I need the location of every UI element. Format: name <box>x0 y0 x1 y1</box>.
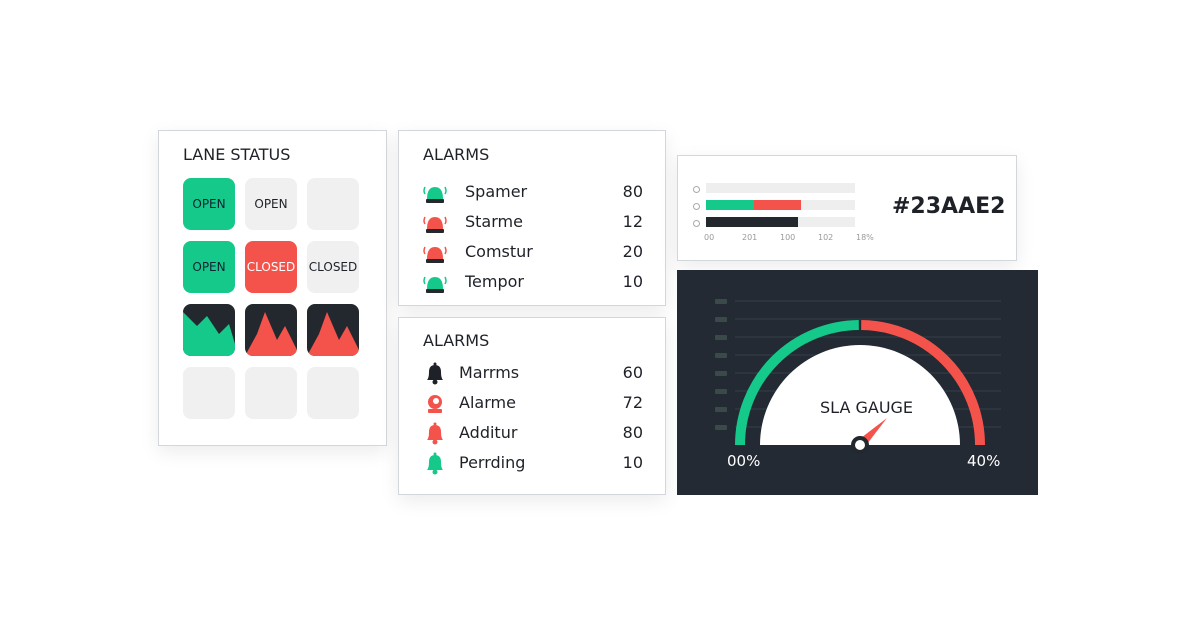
lane-cell-open[interactable]: OPEN <box>183 178 235 230</box>
lane-cell-label: OPEN <box>254 197 288 211</box>
bar-segment <box>706 217 799 227</box>
lane-status-panel: LANE STATUS OPEN OPEN OPEN CLOSED CLOSED <box>158 130 387 446</box>
bell-icon <box>423 420 447 446</box>
mini-area-chart <box>307 312 359 356</box>
bar-radio[interactable] <box>693 203 700 210</box>
siren-icon <box>423 179 447 205</box>
siren-icon <box>423 269 447 295</box>
lane-cell-empty[interactable] <box>183 367 235 419</box>
alarm-row[interactable]: Spamer 80 <box>423 179 643 205</box>
lane-cell-open[interactable]: OPEN <box>183 241 235 293</box>
bar-radio[interactable] <box>693 220 700 227</box>
grid-tick <box>715 335 727 340</box>
gauge-title: SLA GAUGE <box>820 398 914 417</box>
lane-cell-chart-red[interactable] <box>307 304 359 356</box>
lane-cell-neutral[interactable]: CLOSED <box>307 241 359 293</box>
lane-cell-chart-green[interactable] <box>183 304 235 356</box>
alarm-row[interactable]: Perrding 10 <box>423 450 643 476</box>
alarm-value: 10 <box>622 272 643 291</box>
alarm-row[interactable]: Comstur 20 <box>423 239 643 265</box>
alarm-label: Tempor <box>465 272 525 291</box>
lane-cell-neutral[interactable]: OPEN <box>245 178 297 230</box>
alarm-label: Spamer <box>465 182 528 201</box>
alarms-panel-1: ALARMS Spamer 80 Starme 12 Comstur 20 Tempor 10 <box>398 130 666 306</box>
alarm-label: Additur <box>459 423 518 442</box>
alarm-label: Marrms <box>459 363 520 382</box>
alarm-row[interactable]: Starme 12 <box>423 209 643 235</box>
alarm-value: 72 <box>622 393 643 412</box>
lane-cell-empty[interactable] <box>307 178 359 230</box>
lane-cell-label: OPEN <box>192 197 226 211</box>
mini-area-chart <box>183 312 235 356</box>
bar-panel: 00 201 100 102 18% #23AAE2 <box>677 155 1017 261</box>
bar-track <box>706 183 855 193</box>
grid-tick <box>715 299 727 304</box>
gauge-face <box>760 345 960 445</box>
grid-tick <box>715 389 727 394</box>
bell-icon <box>423 450 447 476</box>
alarm-label: Alarme <box>459 393 516 412</box>
bar-tick-label: 00 <box>704 233 715 242</box>
lane-cell-closed[interactable]: CLOSED <box>245 241 297 293</box>
alarm-value: 10 <box>622 453 643 472</box>
alarm-row[interactable]: Tempor 10 <box>423 269 643 295</box>
bar-segment <box>706 200 754 210</box>
alarms-panel-2: ALARMS Marrms 60 Alarme 72 Additur 80 Perrding… <box>398 317 666 495</box>
lane-status-title: LANE STATUS <box>183 145 291 164</box>
alarm-row[interactable]: Alarme 72 <box>423 390 643 416</box>
grid-tick <box>715 317 727 322</box>
alarm-clock-icon <box>423 390 447 416</box>
gauge-arc-red <box>861 320 985 446</box>
alarm-label: Starme <box>465 212 523 231</box>
lane-cell-empty[interactable] <box>307 367 359 419</box>
alarm-value: 12 <box>622 212 643 231</box>
grid-tick <box>715 425 727 430</box>
alarm-row[interactable]: Additur 80 <box>423 420 643 446</box>
lane-cell-empty[interactable] <box>245 367 297 419</box>
gauge-max-label: 40% <box>967 452 1001 470</box>
alarm-value: 20 <box>622 242 643 261</box>
siren-icon <box>423 239 447 265</box>
lane-cell-chart-red[interactable] <box>245 304 297 356</box>
alarm-label: Comstur <box>465 242 533 261</box>
sla-gauge-panel: SLA GAUGE 00% 40% <box>677 270 1038 495</box>
grid-tick <box>715 371 727 376</box>
grid-tick <box>715 407 727 412</box>
alarm-value: 80 <box>622 423 643 442</box>
alarms-title: ALARMS <box>423 331 490 350</box>
siren-icon <box>423 209 447 235</box>
bar-segment <box>753 200 802 210</box>
bar-tick-label: 18% <box>856 233 874 242</box>
bar-tick-label: 201 <box>742 233 758 242</box>
bar-tick-label: 102 <box>818 233 834 242</box>
hex-label: #23AAE2 <box>892 194 1006 219</box>
bar-radio[interactable] <box>693 186 700 193</box>
alarm-value: 80 <box>622 182 643 201</box>
alarm-label: Perrding <box>459 453 526 472</box>
lane-cell-label: OPEN <box>192 260 226 274</box>
gauge-chart <box>715 299 1001 454</box>
lane-cell-label: CLOSED <box>308 260 358 274</box>
bell-icon <box>423 360 447 386</box>
gauge-min-label: 00% <box>727 452 761 470</box>
bar-tick-label: 100 <box>780 233 796 242</box>
alarms-title: ALARMS <box>423 145 490 164</box>
mini-area-chart <box>245 312 297 356</box>
alarm-value: 60 <box>622 363 643 382</box>
alarm-row[interactable]: Marrms 60 <box>423 360 643 386</box>
lane-cell-label: CLOSED <box>246 260 296 274</box>
grid-tick <box>715 353 727 358</box>
gauge-arc-green <box>735 320 859 446</box>
